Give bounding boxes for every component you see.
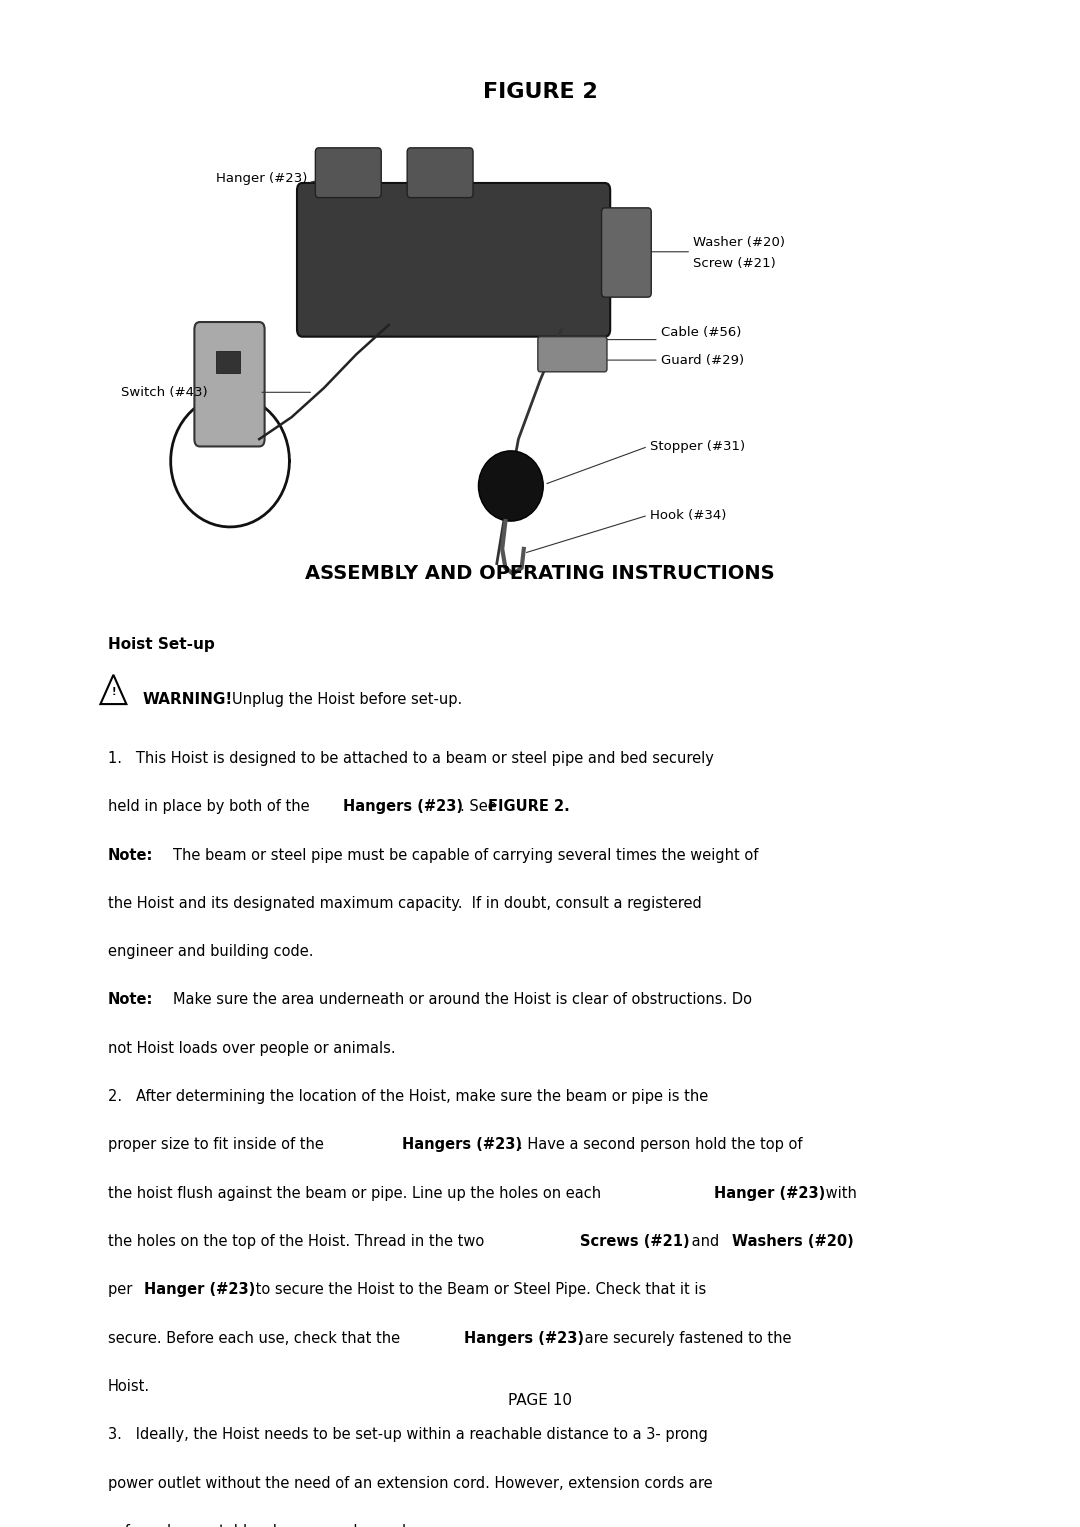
FancyBboxPatch shape [538, 336, 607, 371]
Text: PAGE 10: PAGE 10 [508, 1393, 572, 1408]
Text: not Hoist loads over people or animals.: not Hoist loads over people or animals. [108, 1041, 395, 1055]
Text: FIGURE 2.: FIGURE 2. [488, 799, 570, 814]
Text: secure. Before each use, check that the: secure. Before each use, check that the [108, 1330, 405, 1345]
Text: 2.   After determining the location of the Hoist, make sure the beam or pipe is : 2. After determining the location of the… [108, 1089, 708, 1104]
Text: 3.   Ideally, the Hoist needs to be set-up within a reachable distance to a 3- p: 3. Ideally, the Hoist needs to be set-up… [108, 1428, 707, 1441]
Text: power outlet without the need of an extension cord. However, extension cords are: power outlet without the need of an exte… [108, 1475, 713, 1490]
Text: !: ! [111, 687, 116, 698]
Text: with: with [821, 1185, 856, 1200]
Text: are securely fastened to the: are securely fastened to the [580, 1330, 792, 1345]
Text: the Hoist and its designated maximum capacity.  If in doubt, consult a registere: the Hoist and its designated maximum cap… [108, 896, 702, 910]
Text: Hanger (#23): Hanger (#23) [714, 1185, 825, 1200]
Text: Note:: Note: [108, 993, 153, 1008]
FancyBboxPatch shape [194, 322, 265, 446]
FancyBboxPatch shape [297, 183, 610, 336]
Text: the hoist flush against the beam or pipe. Line up the holes on each: the hoist flush against the beam or pipe… [108, 1185, 606, 1200]
Text: Hook (#34): Hook (#34) [650, 508, 727, 522]
FancyBboxPatch shape [407, 148, 473, 197]
Text: ASSEMBLY AND OPERATING INSTRUCTIONS: ASSEMBLY AND OPERATING INSTRUCTIONS [306, 563, 774, 583]
Text: Hangers (#23): Hangers (#23) [343, 799, 463, 814]
Text: to secure the Hoist to the Beam or Steel Pipe. Check that it is: to secure the Hoist to the Beam or Steel… [251, 1283, 706, 1298]
Text: FIGURE 2: FIGURE 2 [483, 82, 597, 102]
Text: Hangers (#23): Hangers (#23) [402, 1138, 522, 1153]
Text: held in place by both of the: held in place by both of the [108, 799, 314, 814]
Text: engineer and building code.: engineer and building code. [108, 944, 313, 959]
Text: per: per [108, 1283, 137, 1298]
Text: Note:: Note: [108, 847, 153, 863]
Ellipse shape [478, 450, 543, 521]
Text: the holes on the top of the Hoist. Thread in the two: the holes on the top of the Hoist. Threa… [108, 1234, 489, 1249]
Text: . See: . See [460, 799, 501, 814]
Text: Unplug the Hoist before set-up.: Unplug the Hoist before set-up. [232, 692, 462, 707]
Text: and: and [687, 1234, 724, 1249]
Text: proper size to fit inside of the: proper size to fit inside of the [108, 1138, 328, 1153]
Text: safe and acceptable when properly used.: safe and acceptable when properly used. [108, 1524, 410, 1527]
Text: Switch (#43): Switch (#43) [121, 386, 207, 399]
Text: WARNING!: WARNING! [143, 692, 233, 707]
Bar [216, 351, 240, 373]
Text: Hoist Set-up: Hoist Set-up [108, 637, 215, 652]
Text: Cable (#56): Cable (#56) [661, 325, 741, 339]
Text: The beam or steel pipe must be capable of carrying several times the weight of: The beam or steel pipe must be capable o… [173, 847, 758, 863]
Text: Screw (#21): Screw (#21) [693, 257, 777, 270]
Text: Hanger (#23): Hanger (#23) [216, 173, 308, 185]
FancyBboxPatch shape [315, 148, 381, 197]
Text: Screws (#21): Screws (#21) [580, 1234, 690, 1249]
Text: . Have a second person hold the top of: . Have a second person hold the top of [518, 1138, 802, 1153]
Text: Guard (#29): Guard (#29) [661, 354, 744, 366]
Text: Stopper (#31): Stopper (#31) [650, 440, 745, 454]
Text: Hangers (#23): Hangers (#23) [464, 1330, 584, 1345]
Text: Washers (#20): Washers (#20) [732, 1234, 853, 1249]
Text: 1.   This Hoist is designed to be attached to a beam or steel pipe and bed secur: 1. This Hoist is designed to be attached… [108, 751, 714, 767]
Text: Hoist.: Hoist. [108, 1379, 150, 1394]
FancyBboxPatch shape [602, 208, 651, 298]
Text: Washer (#20): Washer (#20) [693, 237, 785, 249]
Text: Hanger (#23): Hanger (#23) [144, 1283, 255, 1298]
Text: Make sure the area underneath or around the Hoist is clear of obstructions. Do: Make sure the area underneath or around … [173, 993, 752, 1008]
